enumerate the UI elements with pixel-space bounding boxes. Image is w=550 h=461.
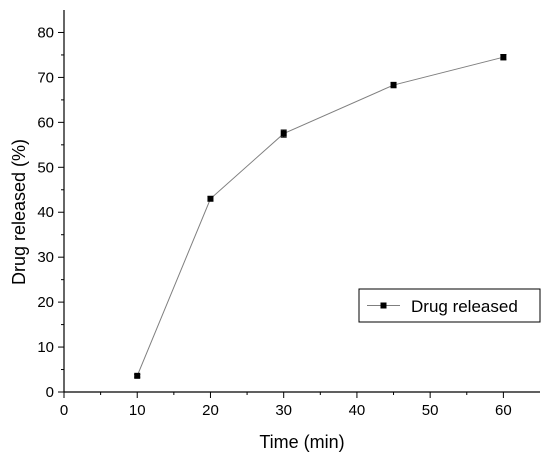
axes — [63, 10, 540, 393]
y-tick-label: 30 — [37, 249, 54, 266]
series — [134, 53, 507, 379]
y-axis-title: Drug released (%) — [9, 139, 29, 285]
data-point — [500, 54, 507, 61]
series-line — [136, 56, 504, 377]
data-point — [280, 130, 287, 137]
legend: Drug released — [358, 288, 541, 323]
y-tick-label: 10 — [37, 339, 54, 356]
ticks: 0 10 20 30 40 50 60 0 10 20 30 40 50 60 70 80 — [37, 24, 511, 419]
x-tick-label: 0 — [60, 402, 68, 419]
x-tick-label: 60 — [495, 402, 512, 419]
y-tick-label: 60 — [37, 114, 54, 131]
x-tick-label: 40 — [349, 402, 366, 419]
data-point — [134, 372, 141, 379]
y-tick-label: 70 — [37, 69, 54, 86]
y-tick-label: 20 — [37, 294, 54, 311]
x-tick-label: 20 — [202, 402, 219, 419]
x-tick-label: 30 — [275, 402, 292, 419]
y-tick-label: 40 — [37, 204, 54, 221]
x-axis-title: Time (min) — [259, 432, 344, 452]
y-tick-label: 50 — [37, 159, 54, 176]
x-tick-label: 50 — [422, 402, 439, 419]
x-tick-label: 10 — [129, 402, 146, 419]
y-tick-label: 0 — [46, 384, 54, 401]
y-tick-label: 80 — [37, 24, 54, 41]
legend-label: Drug released — [411, 297, 518, 316]
data-point — [207, 195, 214, 202]
data-point — [390, 82, 397, 89]
legend-marker — [380, 302, 387, 309]
